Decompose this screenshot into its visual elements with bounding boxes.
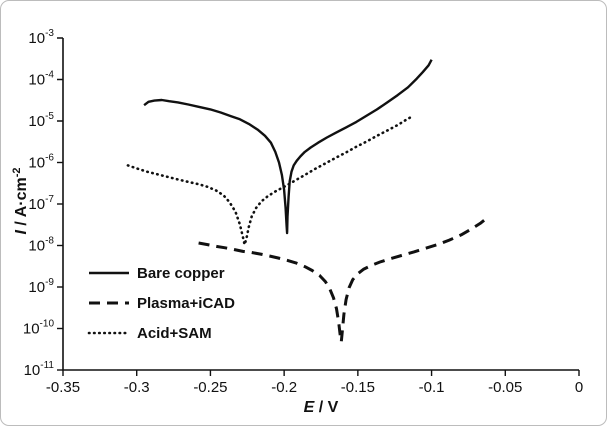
x-tick-label: -0.3 bbox=[124, 379, 150, 396]
series-line-plasma-icad bbox=[198, 216, 489, 344]
y-tick-label: 10-10 bbox=[23, 319, 55, 338]
y-axis-variable: I bbox=[13, 230, 31, 235]
y-axis-units-exponent: -2 bbox=[10, 167, 23, 178]
legend-label-acid-sam: Acid+SAM bbox=[137, 325, 212, 342]
x-tick-label: -0.15 bbox=[341, 379, 375, 396]
legend-label-plasma-icad: Plasma+iCAD bbox=[137, 295, 235, 312]
x-axis-units: / V bbox=[314, 399, 339, 416]
legend-label-bare-copper: Bare copper bbox=[137, 265, 225, 282]
axes bbox=[62, 38, 579, 371]
x-tick-label: -0.05 bbox=[488, 379, 522, 396]
x-tick-label: 0 bbox=[575, 379, 583, 396]
y-tick-label: 10-8 bbox=[28, 236, 54, 255]
series-line-acid-sam bbox=[126, 115, 414, 246]
y-tick-label: 10-3 bbox=[28, 28, 54, 47]
y-tick-label: 10-6 bbox=[28, 153, 54, 172]
x-tick-label: -0.25 bbox=[193, 379, 227, 396]
series-line-bare-copper bbox=[143, 59, 433, 235]
y-tick-label: 10-4 bbox=[28, 70, 54, 89]
x-tick-label: -0.2 bbox=[271, 379, 297, 396]
x-tick-label: -0.35 bbox=[46, 379, 80, 396]
x-axis-variable: E bbox=[303, 399, 315, 416]
y-tick-label: 10-5 bbox=[28, 111, 54, 130]
x-axis-title: E / V bbox=[63, 399, 579, 417]
y-tick-label: 10-7 bbox=[28, 194, 54, 213]
y-tick-label: 10-11 bbox=[24, 360, 55, 379]
y-tick-label: 10-9 bbox=[28, 277, 54, 296]
y-axis-title: I / A·cm-2 bbox=[11, 168, 31, 235]
x-tick-label: -0.1 bbox=[419, 379, 445, 396]
y-axis-units: / A·cm bbox=[13, 177, 31, 231]
